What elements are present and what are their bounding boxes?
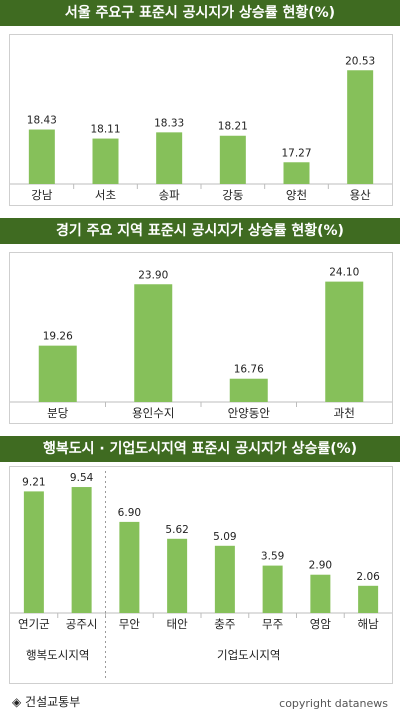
- chart1-value-label: 18.21: [218, 121, 248, 133]
- chart2-value-label: 23.90: [138, 269, 168, 281]
- chart1-panel: 18.43 강남 18.11 서초 18.33 송파 18.21 강동 17.27 양천 20.53…: [9, 34, 393, 206]
- chart2-tick-label: 분당: [47, 406, 69, 420]
- chart3-bar: [214, 545, 235, 613]
- chart1-bar: [156, 132, 183, 184]
- chart2-title: 경기 주요 지역 표준시 공시지가 상승률 현황(%): [0, 218, 400, 244]
- chart2-panel: 19.26 분당 23.90 용인수지 16.76 안양동안 24.10 과천: [9, 252, 393, 424]
- chart3-tick-label: 해남: [358, 617, 380, 631]
- chart1-value-label: 18.33: [154, 117, 184, 129]
- chart3-value-label: 2.90: [309, 560, 332, 572]
- chart3-bar: [71, 487, 92, 613]
- chart1-value-label: 17.27: [281, 147, 311, 159]
- source-label: ◈ 건설교통부: [12, 695, 81, 709]
- chart1-tick-label: 서초: [95, 188, 116, 202]
- chart3-tick-label: 무안: [119, 617, 141, 631]
- chart3-value-label: 3.59: [261, 551, 284, 563]
- chart3-value-label: 9.54: [70, 472, 94, 484]
- chart3-bar: [119, 521, 140, 613]
- chart1-tick-label: 송파: [159, 188, 181, 202]
- chart3-tick-label: 공주시: [66, 617, 98, 631]
- chart3-tick-label: 무주: [262, 617, 283, 631]
- chart1-bar: [28, 129, 55, 184]
- chart2-svg: 19.26 분당 23.90 용인수지 16.76 안양동안 24.10 과천: [10, 267, 392, 420]
- chart1-value-label: 20.53: [345, 55, 375, 67]
- chart3-tick-label: 영암: [310, 617, 332, 631]
- chart3-value-label: 6.90: [118, 507, 141, 519]
- chart3-tick-label: 연기군: [18, 617, 50, 631]
- chart1-tick-label: 강남: [31, 188, 53, 202]
- chart3-value-label: 5.62: [165, 524, 188, 536]
- chart2-bar: [229, 378, 268, 402]
- chart1-bar: [219, 135, 246, 184]
- chart3-group-label: 행복도시지역: [26, 648, 89, 662]
- chart3-panel: 9.21 연기군 9.54 공주시 6.90 무안 5.62 태안 5.09 충주 3.59 무주 2.…: [9, 466, 393, 684]
- chart1-tick-label: 용산: [350, 188, 372, 202]
- copyright-label: copyright datanews: [279, 697, 388, 710]
- chart3-bar: [262, 565, 283, 613]
- chart3-bar: [23, 491, 44, 613]
- chart1-value-label: 18.43: [27, 115, 57, 127]
- chart1-title: 서울 주요구 표준시 공시지가 상승률 현황(%): [0, 0, 400, 26]
- chart3-tick-label: 태안: [167, 617, 189, 631]
- chart1-svg: 18.43 강남 18.11 서초 18.33 송파 18.21 강동 17.27 양천 20.53…: [10, 55, 392, 202]
- chart1-value-label: 18.11: [90, 124, 120, 136]
- chart2-tick-label: 안양동안: [228, 406, 271, 420]
- chart1-tick-label: 양천: [286, 188, 307, 202]
- chart3-value-label: 5.09: [213, 531, 236, 543]
- chart2-tick-label: 용인수지: [132, 406, 174, 420]
- chart2-value-label: 19.26: [43, 331, 73, 343]
- chart2-bar: [38, 345, 77, 402]
- chart1-bar: [92, 138, 119, 184]
- chart3-tick-label: 충주: [214, 617, 235, 631]
- chart2-tick-label: 과천: [334, 406, 355, 420]
- chart3-value-label: 2.06: [356, 571, 380, 583]
- chart2-bar: [325, 281, 364, 402]
- chart3-bar: [167, 538, 188, 613]
- chart3-value-label: 9.21: [22, 476, 45, 488]
- chart2-value-label: 24.10: [329, 267, 359, 279]
- chart3-bar: [358, 585, 379, 613]
- chart3-group-label: 기업도시지역: [217, 648, 280, 662]
- chart2-value-label: 16.76: [234, 364, 264, 376]
- chart3-bar: [310, 574, 331, 613]
- chart2-bar: [134, 284, 173, 402]
- chart1-bar: [347, 70, 374, 184]
- chart3-title: 행복도시 · 기업도시지역 표준시 공시지가 상승률(%): [0, 436, 400, 462]
- chart1-bar: [283, 162, 310, 184]
- chart1-tick-label: 강동: [222, 188, 243, 202]
- chart3-svg: 9.21 연기군 9.54 공주시 6.90 무안 5.62 태안 5.09 충주 3.59 무주 2.…: [10, 471, 392, 679]
